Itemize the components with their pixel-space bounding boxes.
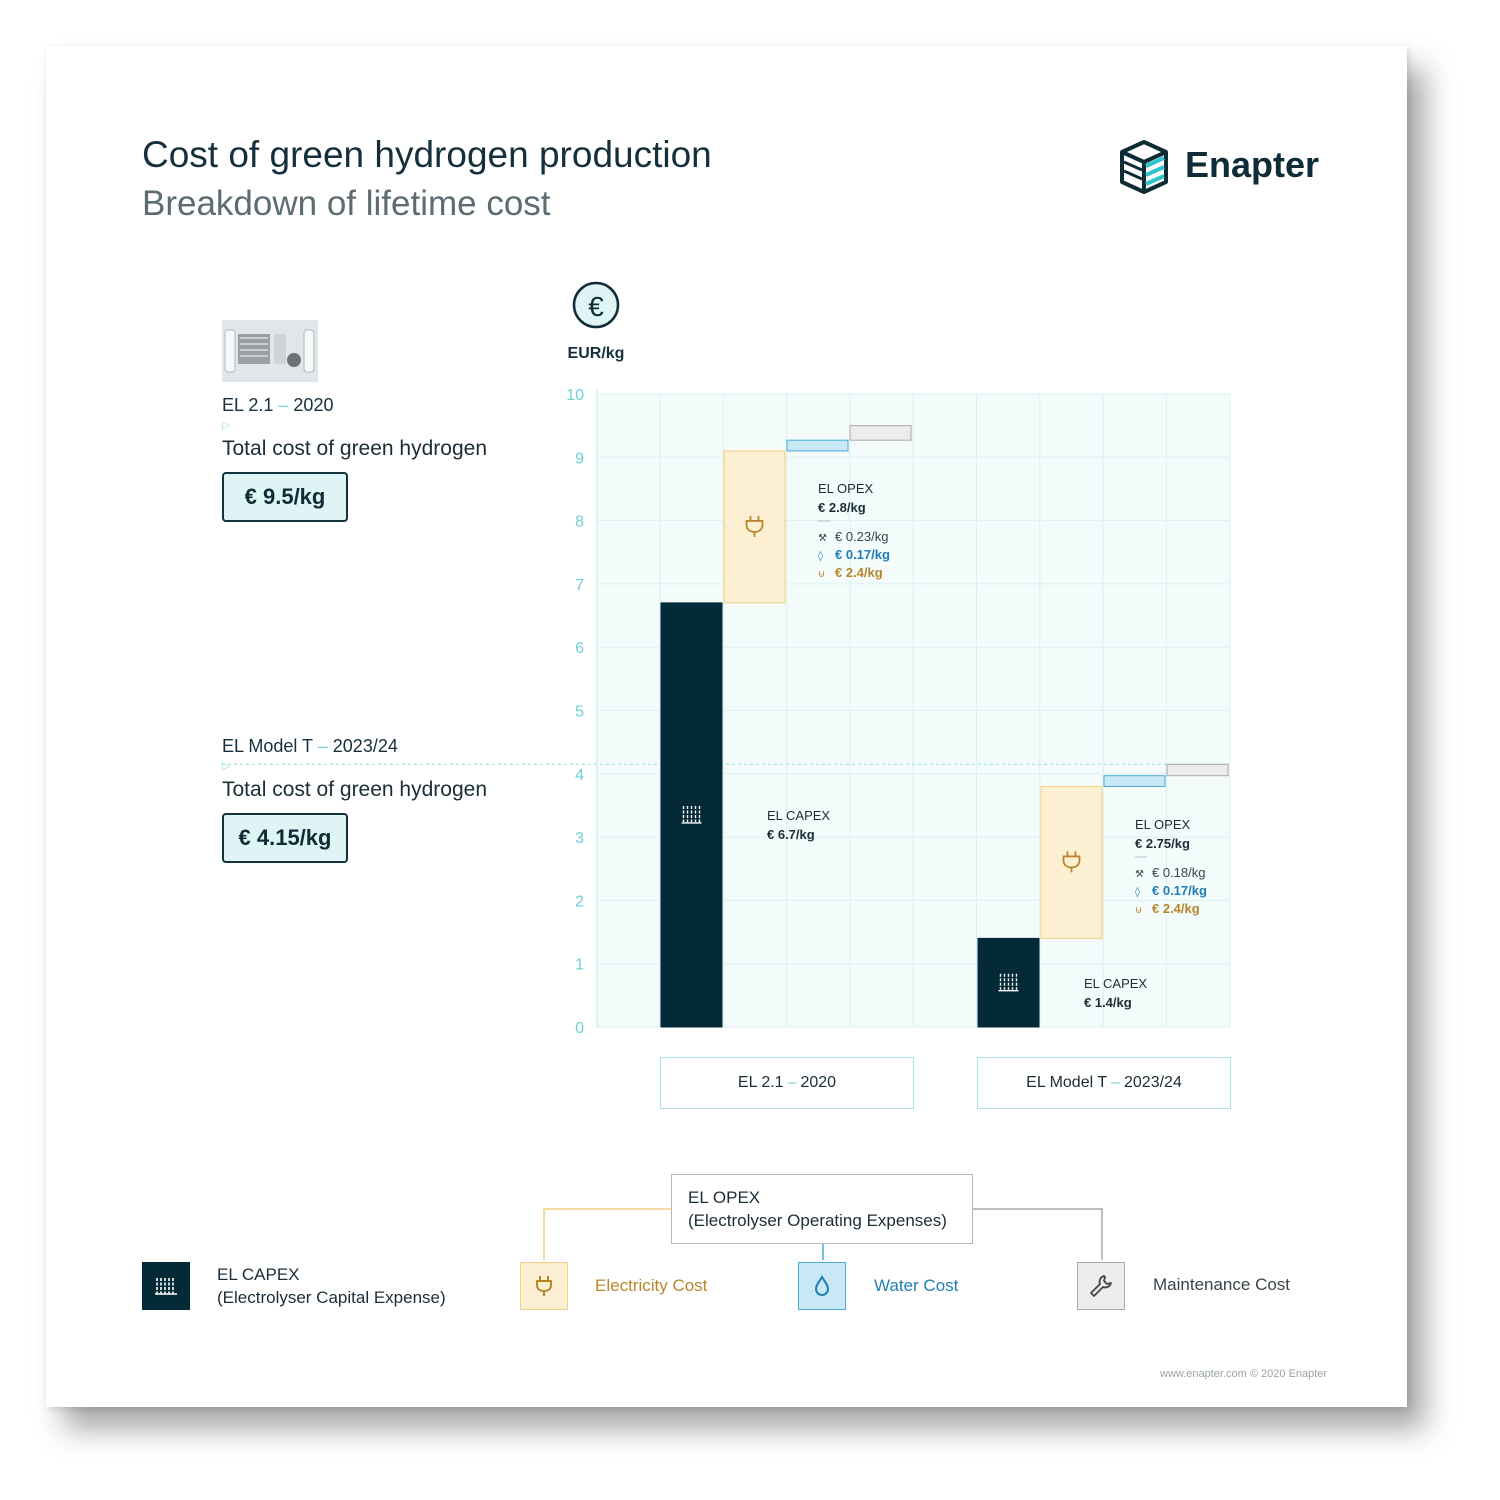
legend-electricity: Electricity Cost [595, 1276, 708, 1295]
water-small-icon: ◊ [818, 550, 823, 562]
maintenance-small-icon: ⚒ [1135, 869, 1144, 880]
category-name: EL Model T [1026, 1074, 1108, 1091]
bar-water [1103, 775, 1166, 787]
capex-bar-stack-icon [681, 805, 702, 824]
enapter-logo-icon [1120, 140, 1168, 194]
y-tick-label: 10 [566, 387, 584, 404]
legend-capex: EL CAPEX (Electrolyser Capital Expense) [217, 1263, 446, 1309]
y-tick-label: 1 [575, 957, 584, 974]
y-tick-label: 9 [575, 450, 584, 467]
capex-stack-icon [142, 1262, 190, 1310]
model-2023-label: EL Model T – 2023/24 [222, 736, 398, 757]
bar-maintenance [849, 425, 912, 441]
page-subtitle: Breakdown of lifetime cost [142, 184, 551, 223]
opex-item-maintenance-value: € 0.18/kg [1152, 865, 1206, 880]
electricity-small-icon: ⊍ [818, 569, 825, 580]
electricity-bar-plug-icon [745, 515, 764, 537]
category-dash: – [1111, 1074, 1120, 1091]
electricity-plug-icon [520, 1262, 568, 1310]
bar-electricity [723, 450, 786, 604]
model-2023-total-value: € 4.15/kg [222, 813, 348, 863]
arrow-marker-icon: ▷ [222, 420, 230, 431]
legend-opex-box: EL OPEX (Electrolyser Operating Expenses… [671, 1174, 973, 1244]
y-tick-label: 7 [575, 577, 584, 594]
footer-credit: www.enapter.com © 2020 Enapter [1160, 1368, 1328, 1380]
category-name: EL 2.1 [737, 1074, 784, 1091]
arrow-marker-icon: ▷ [222, 761, 230, 772]
electricity-small-icon: ⊍ [1135, 905, 1142, 916]
model-2023-total-label: Total cost of green hydrogen [222, 778, 488, 801]
water-drop-icon [798, 1262, 846, 1310]
legend-maintenance: Maintenance Cost [1153, 1275, 1291, 1294]
y-tick-label: 6 [575, 640, 584, 657]
page-title: Cost of green hydrogen production [142, 134, 712, 175]
opex-item-maintenance-value: € 0.23/kg [835, 529, 889, 544]
model-2023-dash: – [317, 736, 328, 756]
legend-water: Water Cost [874, 1276, 959, 1295]
y-tick-label: 0 [575, 1020, 584, 1037]
category-year: 2023/24 [1124, 1074, 1182, 1091]
model-2020-label: EL 2.1 – 2020 [222, 395, 333, 416]
model-2023-name: EL Model T [222, 736, 313, 756]
brand-name: Enapter [1185, 144, 1320, 185]
opex-item-electricity-value: € 2.4/kg [1152, 901, 1200, 916]
opex-label: EL OPEX [1135, 817, 1190, 832]
opex-label: EL OPEX [818, 481, 873, 496]
y-tick-label: 2 [575, 893, 584, 910]
bar-electricity [1040, 785, 1103, 939]
water-small-icon: ◊ [1135, 886, 1140, 898]
category-year: 2020 [800, 1074, 837, 1091]
category-box-el21: EL 2.1 – 2020 [660, 1057, 914, 1109]
maintenance-small-icon: ⚒ [818, 533, 827, 544]
capex-value-label: € 1.4/kg [1084, 995, 1132, 1010]
y-tick-label: 3 [575, 830, 584, 847]
bar-maintenance [1166, 763, 1229, 777]
model-2020-year: 2020 [293, 395, 334, 415]
capex-label: EL CAPEX [767, 808, 830, 823]
model-2020-total-label: Total cost of green hydrogen [222, 437, 488, 460]
euro-glyph: € [588, 291, 604, 322]
category-dash: – [787, 1074, 797, 1091]
legend-opex-title: EL OPEX [688, 1188, 761, 1207]
legend-capex-title: EL CAPEX [217, 1265, 300, 1284]
model-2020-total-value: € 9.5/kg [222, 472, 348, 522]
electrolyser-device-image [222, 320, 318, 382]
opex-item-water-value: € 0.17/kg [1152, 883, 1207, 898]
capex-value-label: € 6.7/kg [767, 827, 815, 842]
euro-icon [572, 281, 620, 329]
model-2020-dash: – [278, 395, 289, 415]
legend-opex-subtitle: (Electrolyser Operating Expenses) [688, 1211, 947, 1230]
opex-value-label: € 2.8/kg [818, 500, 866, 515]
bar-water [786, 439, 849, 452]
maintenance-wrench-icon [1077, 1262, 1125, 1310]
model-2020-name: EL 2.1 [222, 395, 274, 415]
y-tick-label: 5 [575, 704, 584, 721]
model-2023-year: 2023/24 [332, 736, 398, 756]
y-tick-label: 4 [575, 767, 584, 784]
capex-label: EL CAPEX [1084, 976, 1147, 991]
category-box-model-t: EL Model T – 2023/24 [977, 1057, 1231, 1109]
opex-item-electricity-value: € 2.4/kg [835, 565, 883, 580]
y-axis-unit-label: EUR/kg [568, 345, 625, 362]
capex-bar-stack-icon [998, 973, 1019, 992]
opex-value-label: € 2.75/kg [1135, 836, 1190, 851]
electricity-bar-plug-icon [1062, 851, 1081, 873]
legend-capex-subtitle: (Electrolyser Capital Expense) [217, 1288, 446, 1307]
opex-item-water-value: € 0.17/kg [835, 547, 890, 562]
y-tick-label: 8 [575, 514, 584, 531]
